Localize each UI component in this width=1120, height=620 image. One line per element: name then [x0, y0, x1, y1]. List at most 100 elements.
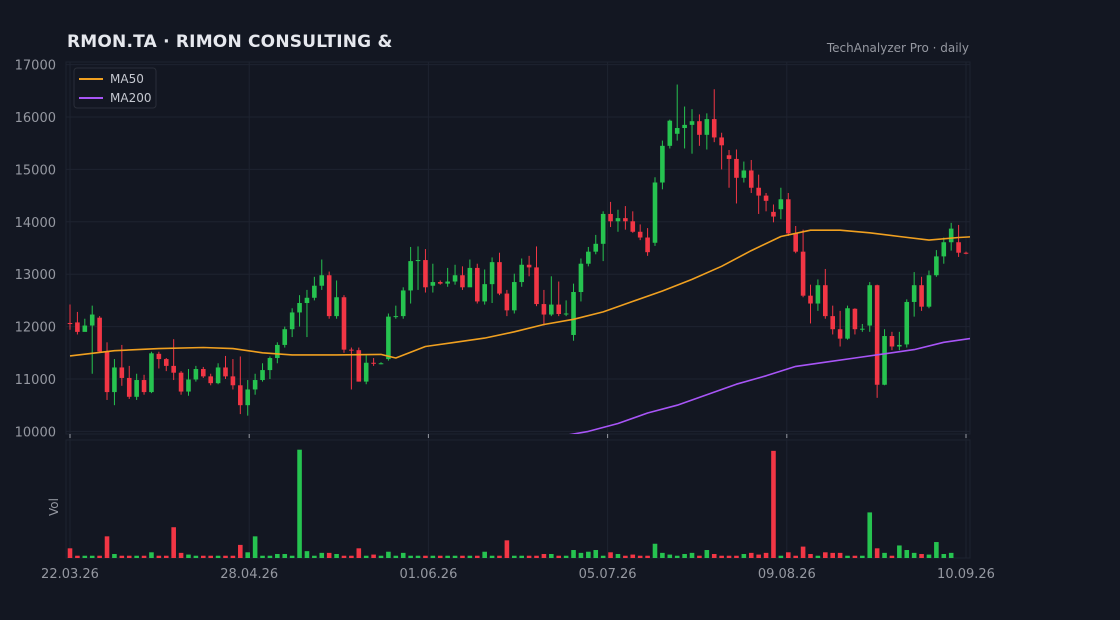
- candle: [304, 289, 310, 338]
- candle-body: [748, 170, 754, 188]
- candle-body: [467, 267, 473, 288]
- volume-panel: [65, 439, 971, 559]
- volume-bar: [200, 555, 206, 558]
- candle-body: [104, 351, 110, 393]
- candle-body: [630, 221, 636, 232]
- candle-body: [415, 260, 421, 262]
- moving-averages: [69, 229, 970, 434]
- candle-body: [682, 124, 687, 129]
- candle: [341, 295, 347, 353]
- volume-bar: [526, 555, 532, 558]
- candle-body: [837, 329, 843, 339]
- volume-bar: [230, 555, 236, 558]
- volume-bar: [689, 552, 695, 558]
- candle-body: [778, 199, 784, 210]
- volume-bar: [667, 554, 673, 558]
- volume-bar: [815, 555, 821, 558]
- candle-body: [734, 158, 739, 178]
- candle-body: [823, 285, 828, 317]
- candle-body: [341, 297, 347, 350]
- volume-bar: [104, 536, 110, 558]
- candle-body: [89, 314, 95, 326]
- volume-bar: [223, 555, 228, 558]
- candle: [874, 284, 880, 398]
- candle-body: [882, 336, 887, 385]
- volume-bar: [460, 555, 465, 558]
- candle-body: [867, 285, 873, 326]
- volume-bar: [208, 555, 213, 558]
- volume-bar: [852, 555, 858, 558]
- ma200-line: [568, 337, 970, 434]
- candle: [911, 272, 917, 317]
- candle: [837, 310, 843, 347]
- candle-body: [423, 260, 428, 288]
- price-tick-label: 17000: [15, 59, 56, 74]
- candle: [519, 258, 524, 287]
- candle-body: [719, 137, 724, 146]
- candle: [482, 269, 487, 305]
- candle: [608, 201, 613, 228]
- candle-body: [911, 285, 917, 302]
- candle: [860, 323, 865, 332]
- volume-bar: [238, 544, 243, 558]
- candle: [556, 281, 562, 317]
- candle-body: [371, 362, 376, 364]
- volume-bar: [837, 552, 843, 558]
- candle-body: [860, 328, 865, 330]
- volume-bar: [260, 555, 265, 558]
- candle: [223, 355, 228, 379]
- volume-bar: [275, 554, 280, 558]
- candle: [815, 279, 821, 311]
- volume-bar: [823, 552, 828, 558]
- candle-body: [763, 195, 769, 201]
- candle-body: [660, 145, 665, 183]
- volume-bar: [149, 552, 154, 558]
- volume-bar: [371, 554, 376, 558]
- candle: [89, 305, 95, 374]
- volume-bar: [615, 554, 621, 558]
- candle: [563, 300, 569, 317]
- candle: [371, 358, 376, 366]
- volume-axis-label: Vol: [47, 498, 61, 516]
- volume-bar: [356, 548, 362, 558]
- volume-bar: [349, 555, 354, 558]
- candle: [726, 150, 732, 188]
- candle-body: [852, 308, 858, 330]
- date-tick-label: 09.08.26: [758, 567, 816, 582]
- volume-bar: [586, 551, 591, 558]
- candle-body: [711, 119, 717, 138]
- candle: [667, 119, 673, 149]
- candle-body: [526, 264, 532, 268]
- candle: [785, 192, 791, 236]
- candle: [156, 351, 162, 369]
- price-tick-label: 14000: [15, 216, 56, 231]
- candle: [408, 246, 413, 304]
- candlesticks: [67, 84, 969, 416]
- candle-body: [193, 369, 199, 380]
- volume-bar: [75, 555, 80, 558]
- candle: [956, 224, 961, 257]
- candle: [97, 316, 102, 353]
- candle-body: [363, 362, 369, 382]
- volume-bar: [193, 555, 199, 558]
- candle-body: [238, 385, 243, 406]
- candle-body: [904, 301, 910, 345]
- candle-body: [119, 367, 125, 378]
- candle-body: [726, 155, 732, 159]
- candle-body: [445, 281, 450, 284]
- volume-bar: [682, 554, 687, 558]
- candle-body: [319, 275, 325, 286]
- candle-body: [312, 285, 317, 298]
- candle: [897, 331, 902, 351]
- candle: [112, 359, 117, 406]
- volume-bar: [97, 555, 102, 558]
- volume-bar: [845, 555, 850, 558]
- candle-body: [149, 353, 154, 393]
- volume-bar: [867, 512, 873, 558]
- volume-bar: [904, 550, 910, 558]
- volume-bar: [830, 552, 836, 558]
- candle: [238, 356, 243, 415]
- chart-title: RMON.TA · RIMON CONSULTING &: [67, 32, 393, 52]
- candle: [919, 276, 924, 311]
